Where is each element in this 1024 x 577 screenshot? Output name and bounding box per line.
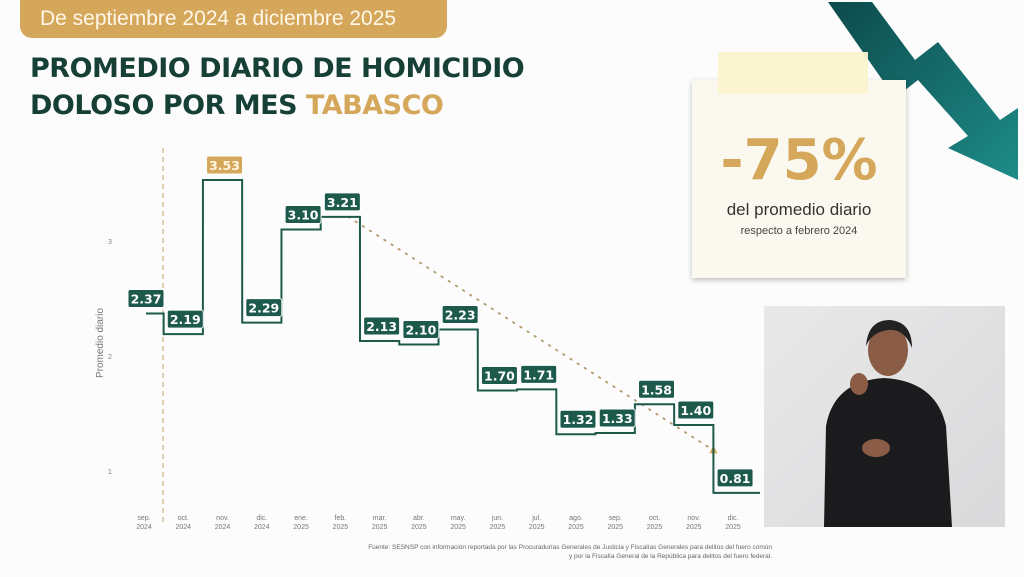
- data-label: 1.32: [563, 412, 594, 427]
- data-label: 3.21: [327, 195, 358, 210]
- data-label-box: [363, 316, 401, 336]
- x-tick-month: sep.: [137, 515, 150, 522]
- data-label: 2.37: [131, 291, 162, 306]
- page-title: PROMEDIO DIARIO DE HOMICIDIO DOLOSO POR …: [30, 50, 525, 124]
- callout-text: del promedio diario: [726, 200, 872, 219]
- data-label-box: [441, 305, 479, 325]
- x-tick-year: 2024: [136, 524, 152, 531]
- data-label-box: [127, 288, 165, 308]
- data-label: 0.81: [720, 471, 751, 486]
- x-tick-month: dic.: [256, 515, 267, 522]
- x-tick-year: 2025: [293, 524, 309, 531]
- data-label-box: [480, 366, 518, 385]
- source-line2: y por la Fiscalía General de la Repúblic…: [568, 553, 772, 560]
- x-tick-year: 2024: [254, 524, 270, 531]
- data-label-box: [166, 309, 204, 329]
- x-tick-year: 2025: [490, 524, 506, 531]
- y-tick-label: 1: [108, 468, 112, 476]
- callout-value: -75%: [720, 128, 878, 193]
- x-tick-month: may.: [451, 515, 466, 522]
- data-label-box: [598, 408, 636, 428]
- data-label: 2.23: [445, 308, 476, 323]
- x-tick-month: jun.: [491, 515, 503, 522]
- y-tick-label: 2: [108, 353, 112, 361]
- x-tick-month: dic.: [728, 515, 739, 522]
- x-tick-year: 2024: [175, 524, 191, 531]
- data-label-box: [284, 205, 322, 224]
- data-label: 2.29: [248, 301, 279, 316]
- data-label: 3.10: [288, 208, 319, 223]
- data-label-box: [677, 400, 715, 420]
- data-label-box: [559, 409, 597, 429]
- x-tick-month: nov.: [216, 515, 229, 522]
- data-label-box: [402, 320, 440, 339]
- x-tick-year: 2025: [725, 524, 741, 531]
- x-tick-month: jul.: [531, 515, 541, 522]
- data-label: 2.19: [170, 312, 201, 327]
- interpreter-figure: [824, 320, 952, 527]
- data-label: 1.58: [641, 382, 672, 397]
- x-tick-year: 2025: [647, 524, 663, 531]
- x-tick-month: ene.: [294, 515, 308, 522]
- data-label: 1.33: [602, 411, 633, 426]
- x-tick-year: 2025: [529, 524, 545, 531]
- tape-decoration: [718, 52, 868, 94]
- data-label-box: [638, 379, 676, 399]
- x-tick-year: 2024: [215, 524, 231, 531]
- data-label-box: [206, 155, 244, 175]
- title-line2: DOLOSO POR MES: [30, 90, 306, 121]
- period-banner: De septiembre 2024 a diciembre 2025: [20, 0, 447, 38]
- x-tick-year: 2025: [372, 524, 388, 531]
- x-tick-month: abr.: [413, 515, 425, 522]
- title-line1: PROMEDIO DIARIO DE HOMICIDIO: [30, 53, 525, 84]
- data-label: 1.70: [484, 369, 515, 384]
- x-tick-year: 2025: [450, 524, 466, 531]
- x-tick-year: 2025: [411, 524, 427, 531]
- x-tick-year: 2025: [686, 524, 702, 531]
- source-note: Fuente: SESNSP con información reportada…: [250, 543, 772, 561]
- callout-card: [692, 80, 906, 278]
- x-tick-month: ago.: [569, 515, 583, 522]
- x-tick-month: mar.: [373, 515, 387, 522]
- callout-subtext: respecto a febrero 2024: [740, 225, 858, 237]
- data-label-box: [245, 298, 283, 318]
- source-line1: Fuente: SESNSP con información reportada…: [368, 544, 772, 551]
- x-tick-month: sep.: [609, 515, 622, 522]
- y-axis-label: Promedio diario: [95, 308, 106, 378]
- x-tick-month: feb.: [335, 515, 347, 522]
- sign-language-interpreter-video: [764, 306, 1005, 527]
- x-tick-year: 2025: [568, 524, 584, 531]
- data-label-box: [323, 192, 361, 212]
- data-label: 2.13: [366, 319, 397, 334]
- y-tick-label: 3: [108, 238, 112, 246]
- data-label: 3.53: [209, 158, 240, 173]
- x-tick-month: oct.: [178, 515, 189, 522]
- data-label: 1.71: [523, 367, 554, 382]
- title-state: TABASCO: [305, 90, 444, 121]
- x-tick-month: nov.: [687, 515, 700, 522]
- data-label-box: [716, 468, 754, 488]
- down-trend-arrow-icon: [828, 2, 1018, 180]
- series-step-line: [146, 179, 761, 494]
- x-tick-year: 2025: [607, 524, 623, 531]
- data-label-box: [520, 364, 558, 384]
- x-tick-month: oct.: [649, 515, 660, 522]
- x-tick-year: 2025: [333, 524, 349, 531]
- data-label: 1.40: [680, 403, 711, 418]
- data-label: 2.10: [405, 323, 436, 338]
